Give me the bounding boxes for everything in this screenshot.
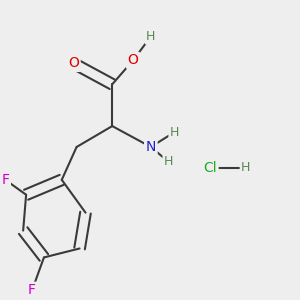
Text: F: F — [28, 283, 36, 297]
Text: O: O — [68, 56, 79, 70]
Text: N: N — [146, 140, 156, 154]
Text: H: H — [146, 30, 155, 43]
Text: O: O — [128, 53, 139, 68]
Text: H: H — [164, 155, 173, 168]
Text: F: F — [1, 173, 9, 187]
Text: H: H — [241, 161, 250, 174]
Text: H: H — [170, 126, 179, 139]
Text: Cl: Cl — [203, 161, 217, 175]
